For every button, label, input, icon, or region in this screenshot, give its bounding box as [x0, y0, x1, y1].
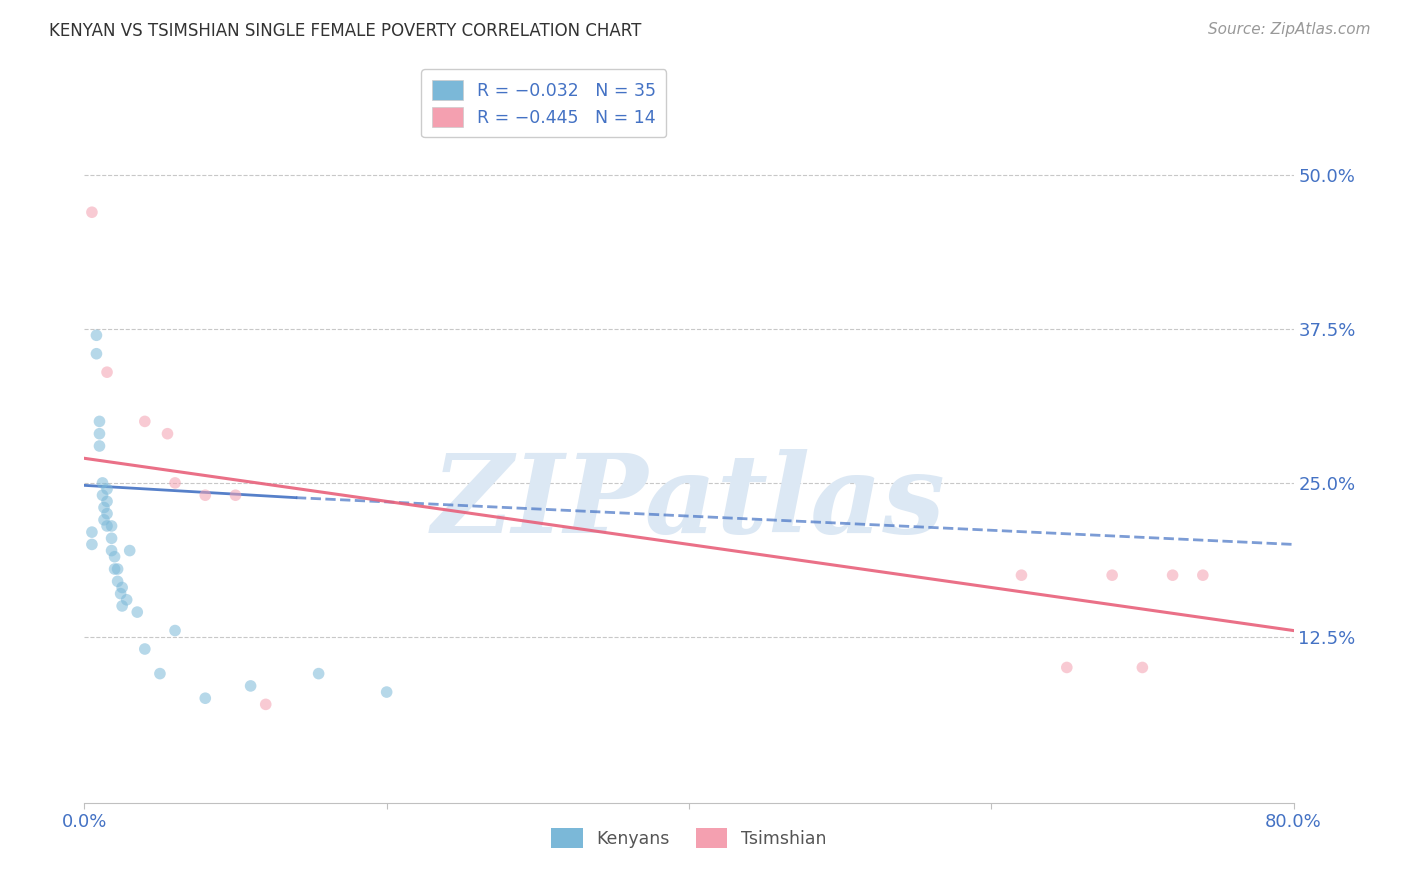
Point: [115, 592, 138, 607]
Point: [308, 666, 330, 681]
Point: [91, 488, 114, 502]
Point: [1192, 568, 1215, 582]
Point: [111, 581, 134, 595]
Legend: Kenyans, Tsimshian: Kenyans, Tsimshian: [544, 821, 834, 855]
Point: [1161, 568, 1184, 582]
Point: [104, 549, 127, 564]
Text: ZIPatlas: ZIPatlas: [432, 450, 946, 557]
Point: [194, 691, 217, 706]
Point: [156, 426, 179, 441]
Point: [134, 642, 156, 657]
Point: [89, 414, 111, 428]
Point: [1130, 660, 1153, 674]
Point: [100, 531, 122, 545]
Point: [89, 426, 111, 441]
Point: [96, 365, 118, 379]
Point: [96, 482, 118, 496]
Point: [1011, 568, 1033, 582]
Point: [225, 488, 247, 502]
Point: [104, 562, 127, 576]
Point: [96, 507, 118, 521]
Point: [118, 543, 141, 558]
Point: [96, 494, 118, 508]
Point: [165, 475, 187, 490]
Point: [239, 679, 262, 693]
Point: [111, 599, 134, 613]
Point: [107, 574, 129, 589]
Point: [1056, 660, 1078, 674]
Point: [149, 666, 172, 681]
Point: [86, 347, 108, 361]
Point: [100, 543, 122, 558]
Point: [254, 698, 277, 712]
Point: [375, 685, 398, 699]
Text: Source: ZipAtlas.com: Source: ZipAtlas.com: [1208, 22, 1371, 37]
Point: [89, 439, 111, 453]
Point: [80, 525, 103, 540]
Point: [93, 513, 115, 527]
Text: KENYAN VS TSIMSHIAN SINGLE FEMALE POVERTY CORRELATION CHART: KENYAN VS TSIMSHIAN SINGLE FEMALE POVERT…: [49, 22, 641, 40]
Point: [1101, 568, 1123, 582]
Point: [80, 205, 103, 219]
Point: [93, 500, 115, 515]
Point: [80, 537, 103, 551]
Point: [96, 519, 118, 533]
Point: [165, 624, 187, 638]
Point: [86, 328, 108, 343]
Point: [100, 519, 122, 533]
Point: [107, 562, 129, 576]
Point: [127, 605, 149, 619]
Point: [134, 414, 156, 428]
Point: [110, 587, 132, 601]
Point: [91, 475, 114, 490]
Point: [194, 488, 217, 502]
